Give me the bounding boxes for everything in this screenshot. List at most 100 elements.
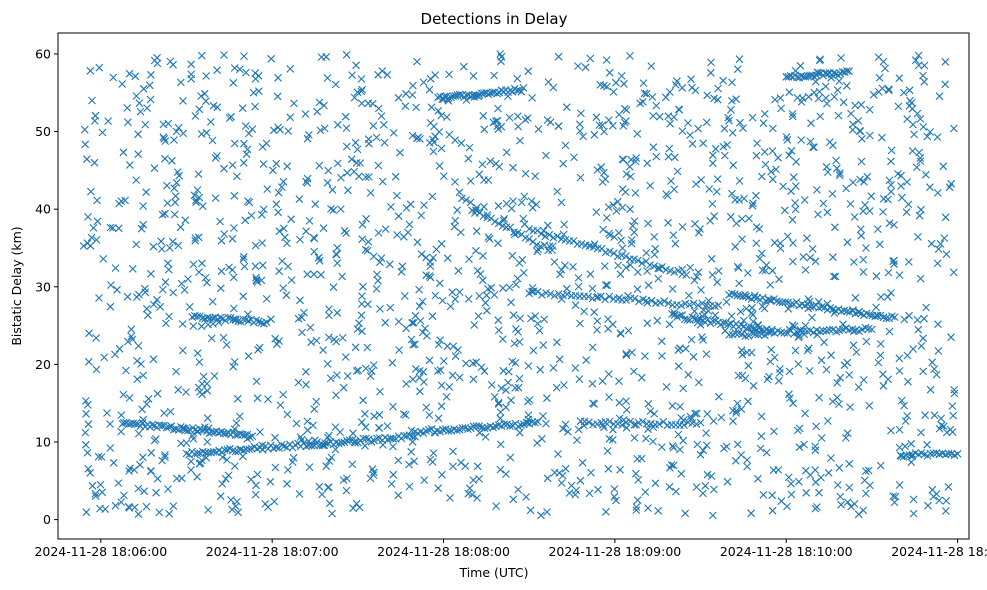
scatter-point-648 <box>821 82 830 91</box>
scatter-point-23 <box>846 403 854 411</box>
scatter-point-255 <box>174 123 183 132</box>
scatter-point-213 <box>139 84 148 93</box>
scatter-point-1442 <box>615 398 624 407</box>
scatter-point-1827 <box>184 426 192 435</box>
scatter-point-1983 <box>531 418 539 427</box>
scatter-point-1159 <box>733 399 742 408</box>
scatter-point-827 <box>833 164 841 173</box>
scatter-point-1513 <box>573 436 581 444</box>
scatter-point-834 <box>276 125 284 134</box>
scatter-point-2382 <box>680 421 688 429</box>
scatter-point-1455 <box>113 285 121 294</box>
scatter-point-1473 <box>361 441 369 450</box>
scatter-point-117 <box>342 229 351 237</box>
scatter-point-304 <box>512 280 520 289</box>
scatter-point-325 <box>376 258 384 267</box>
scatter-point-1449 <box>872 303 880 312</box>
scatter-point-1398 <box>401 411 410 419</box>
scatter-point-1675 <box>298 328 306 337</box>
scatter-point-30 <box>850 500 859 508</box>
scatter-point-1766 <box>131 72 140 81</box>
scatter-point-412 <box>473 494 481 502</box>
scatter-point-312 <box>537 511 545 520</box>
scatter-point-1230 <box>846 200 855 208</box>
scatter-point-183 <box>119 390 128 399</box>
scatter-point-1301 <box>411 365 420 373</box>
scatter-point-520 <box>916 115 925 123</box>
scatter-point-1082 <box>677 469 686 478</box>
scatter-point-993 <box>633 129 642 138</box>
scatter-point-243 <box>757 249 766 258</box>
scatter-point-815 <box>743 462 752 471</box>
scatter-point-1233 <box>90 117 99 125</box>
scatter-point-479 <box>336 205 345 213</box>
scatter-point-260 <box>571 301 580 310</box>
scatter-point-759 <box>889 492 898 500</box>
scatter-point-1492 <box>749 199 757 208</box>
scatter-point-1065 <box>352 367 361 375</box>
scatter-point-1626 <box>549 83 558 92</box>
scatter-point-2116 <box>682 271 691 279</box>
scatter-point-1718 <box>939 422 948 431</box>
scatter-point-957 <box>603 447 612 455</box>
scatter-point-2148 <box>656 298 664 307</box>
scatter-point-1740 <box>325 305 333 313</box>
scatter-point-510 <box>255 343 264 352</box>
scatter-point-1414 <box>324 166 333 175</box>
scatter-point-2120 <box>538 291 546 299</box>
scatter-point-1329 <box>784 473 793 482</box>
scatter-point-1690 <box>486 157 495 166</box>
scatter-point-930 <box>712 187 721 196</box>
scatter-point-735 <box>776 94 785 102</box>
scatter-point-1369 <box>785 390 793 399</box>
scatter-point-1096 <box>208 297 217 306</box>
scatter-point-951 <box>557 479 566 487</box>
scatter-point-652 <box>91 489 100 498</box>
scatter-point-2097 <box>605 247 614 256</box>
scatter-point-1083 <box>793 426 802 435</box>
scatter-point-1046 <box>475 170 484 179</box>
scatter-point-492 <box>524 411 533 419</box>
scatter-point-151 <box>494 398 503 407</box>
scatter-point-1915 <box>345 436 354 445</box>
scatter-point-1355 <box>641 488 650 496</box>
scatter-point-297 <box>768 266 777 275</box>
scatter-point-220 <box>475 292 484 300</box>
scatter-point-813 <box>84 420 93 429</box>
scatter-point-224 <box>381 318 390 327</box>
scatter-point-2021 <box>447 93 455 102</box>
scatter-point-650 <box>358 235 367 244</box>
scatter-point-198 <box>665 88 674 96</box>
scatter-point-828 <box>859 207 868 216</box>
scatter-point-731 <box>668 401 677 410</box>
x-axis: 2024-11-28 18:06:00 2024-11-28 18:07:00 20… <box>34 539 987 559</box>
scatter-point-344 <box>171 198 180 207</box>
scatter-point-1164 <box>480 202 488 211</box>
scatter-point-1530 <box>665 144 674 153</box>
scatter-point-764 <box>189 322 198 330</box>
scatter-point-1215 <box>459 62 468 71</box>
scatter-point-1418 <box>494 326 503 335</box>
scatter-point-1752 <box>103 409 111 417</box>
scatter-point-401 <box>613 197 622 206</box>
scatter-point-1274 <box>615 377 623 386</box>
scatter-point-0 <box>719 142 728 151</box>
scatter-point-1637 <box>759 119 768 128</box>
scatter-point-568 <box>296 433 305 441</box>
scatter-point-343 <box>359 396 367 405</box>
scatter-point-256 <box>900 315 909 324</box>
scatter-point-1009 <box>923 440 931 449</box>
scatter-point-2243 <box>840 306 849 315</box>
scatter-point-2 <box>267 54 276 63</box>
scatter-point-2162 <box>668 310 676 318</box>
scatter-point-1290 <box>141 120 150 129</box>
scatter-point-1337 <box>302 227 310 236</box>
scatter-point-1154 <box>472 203 481 212</box>
scatter-point-1917 <box>351 438 359 447</box>
scatter-point-440 <box>109 73 118 82</box>
scatter-point-2157 <box>694 301 702 309</box>
scatter-point-218 <box>728 189 736 198</box>
scatter-point-1192 <box>521 169 530 178</box>
scatter-point-181 <box>407 335 416 344</box>
